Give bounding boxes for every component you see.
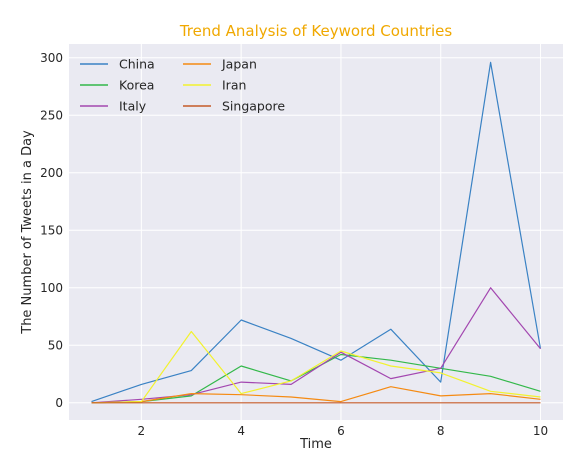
y-tick-label: 200 <box>40 166 63 180</box>
y-tick-label: 50 <box>48 338 63 352</box>
y-tick-label: 100 <box>40 281 63 295</box>
y-axis-label: The Number of Tweets in a Day <box>20 130 35 335</box>
x-tick-label: 8 <box>437 424 445 438</box>
legend-label: Italy <box>119 99 147 114</box>
legend-label: China <box>119 57 155 72</box>
y-tick-label: 250 <box>40 108 63 122</box>
y-tick-label: 0 <box>55 396 63 410</box>
y-tick-label: 300 <box>40 51 63 65</box>
x-axis-label: Time <box>299 437 332 452</box>
legend-label: Singapore <box>222 99 285 114</box>
chart-title: Trend Analysis of Keyword Countries <box>179 22 453 40</box>
y-tick-label: 150 <box>40 223 63 237</box>
legend-label: Korea <box>119 78 154 93</box>
x-tick-label: 6 <box>337 424 345 438</box>
legend-label: Japan <box>221 57 257 72</box>
legend-label: Iran <box>222 78 246 93</box>
x-tick-label: 10 <box>533 424 548 438</box>
x-tick-label: 2 <box>138 424 146 438</box>
x-tick-label: 4 <box>237 424 245 438</box>
